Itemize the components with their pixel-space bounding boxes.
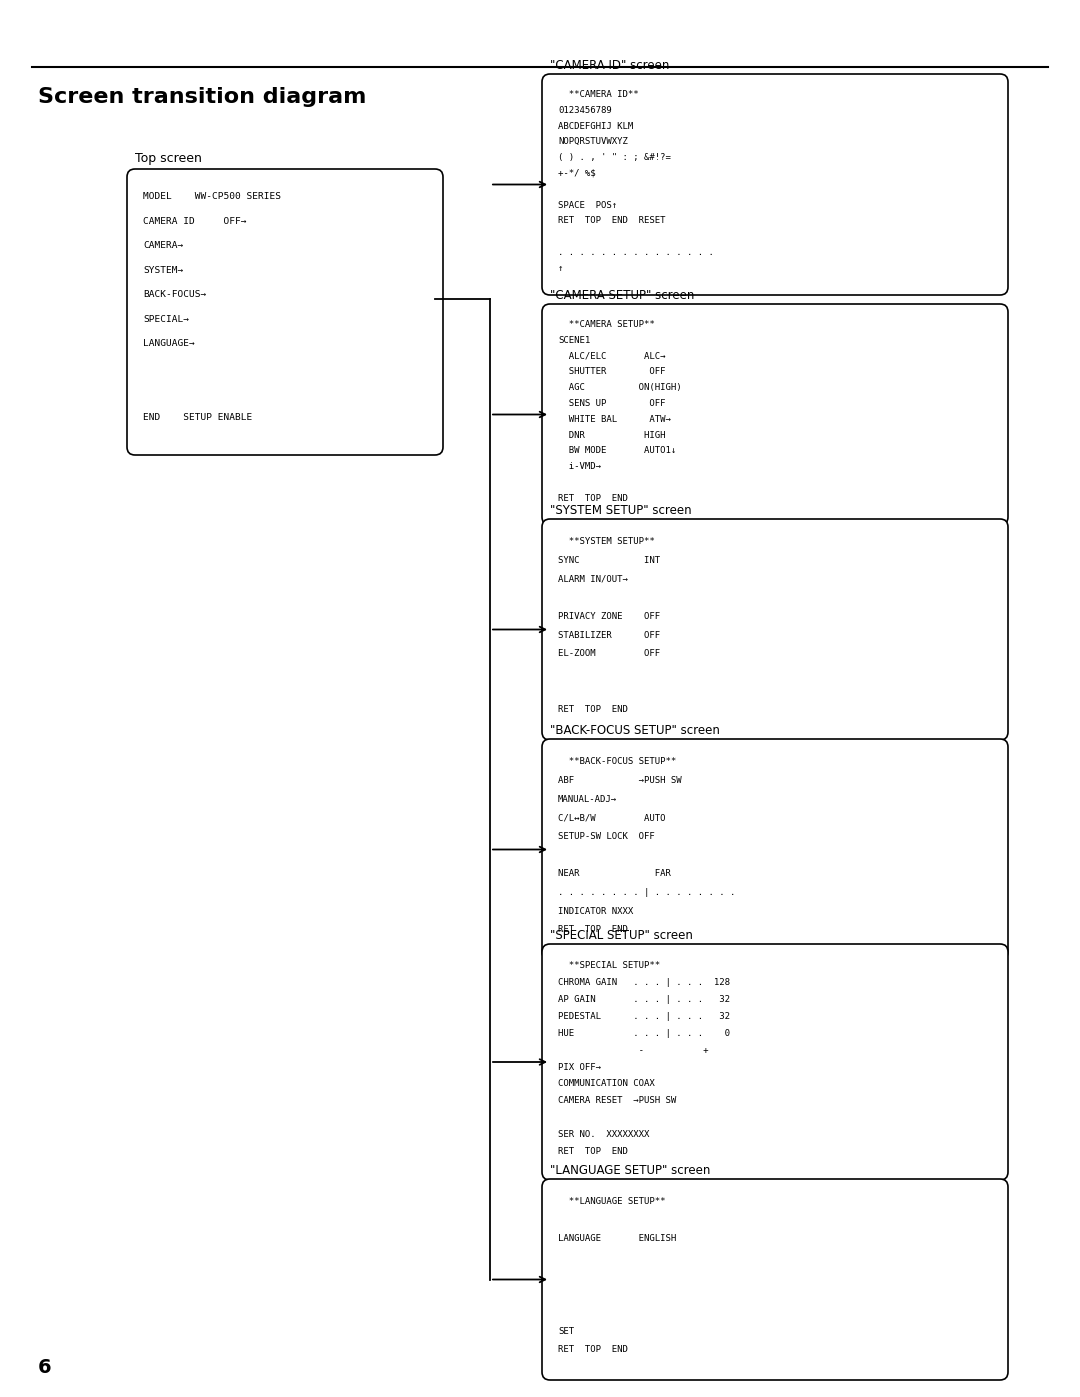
Text: PIX OFF→: PIX OFF→: [558, 1063, 600, 1071]
Text: **LANGUAGE SETUP**: **LANGUAGE SETUP**: [558, 1197, 665, 1206]
Text: EL-ZOOM         OFF: EL-ZOOM OFF: [558, 650, 660, 658]
Text: RET  TOP  END: RET TOP END: [558, 1147, 627, 1157]
Text: AP GAIN       . . . | . . .   32: AP GAIN . . . | . . . 32: [558, 995, 730, 1004]
Text: 6: 6: [38, 1358, 52, 1377]
Text: C/L↔B/W         AUTO: C/L↔B/W AUTO: [558, 813, 665, 823]
Text: PRIVACY ZONE    OFF: PRIVACY ZONE OFF: [558, 612, 660, 620]
Text: SHUTTER        OFF: SHUTTER OFF: [558, 367, 665, 376]
Text: "CAMERA ID" screen: "CAMERA ID" screen: [550, 59, 670, 73]
Text: RET  TOP  END: RET TOP END: [558, 493, 627, 503]
Text: END    SETUP ENABLE: END SETUP ENABLE: [143, 414, 253, 422]
Text: SER NO.  XXXXXXXX: SER NO. XXXXXXXX: [558, 1130, 649, 1140]
Text: Screen transition diagram: Screen transition diagram: [38, 87, 366, 108]
Text: BACK-FOCUS→: BACK-FOCUS→: [143, 291, 206, 299]
Text: "SYSTEM SETUP" screen: "SYSTEM SETUP" screen: [550, 504, 691, 517]
FancyBboxPatch shape: [542, 74, 1008, 295]
Text: SYSTEM→: SYSTEM→: [143, 265, 184, 275]
Text: CHROMA GAIN   . . . | . . .  128: CHROMA GAIN . . . | . . . 128: [558, 978, 730, 986]
Text: 0123456789: 0123456789: [558, 106, 611, 115]
Text: . . . . . . . . . . . . . . .: . . . . . . . . . . . . . . .: [558, 247, 714, 257]
FancyBboxPatch shape: [542, 305, 1008, 525]
Text: ABCDEFGHIJ KLM: ABCDEFGHIJ KLM: [558, 122, 633, 131]
Text: RET  TOP  END  RESET: RET TOP END RESET: [558, 217, 665, 225]
Text: -           +: - +: [558, 1045, 708, 1055]
Text: "BACK-FOCUS SETUP" screen: "BACK-FOCUS SETUP" screen: [550, 724, 720, 738]
Text: "CAMERA SETUP" screen: "CAMERA SETUP" screen: [550, 289, 694, 302]
Text: INDICATOR NXXX: INDICATOR NXXX: [558, 907, 633, 915]
Text: WHITE BAL      ATW→: WHITE BAL ATW→: [558, 415, 671, 423]
Text: Top screen: Top screen: [135, 152, 202, 165]
Text: SENS UP        OFF: SENS UP OFF: [558, 400, 665, 408]
Text: SPECIAL→: SPECIAL→: [143, 314, 189, 324]
Text: **SYSTEM SETUP**: **SYSTEM SETUP**: [558, 538, 654, 546]
Text: CAMERA ID     OFF→: CAMERA ID OFF→: [143, 217, 246, 226]
Text: **SPECIAL SETUP**: **SPECIAL SETUP**: [558, 961, 660, 970]
Text: ALARM IN/OUT→: ALARM IN/OUT→: [558, 574, 627, 584]
Text: AGC          ON(HIGH): AGC ON(HIGH): [558, 383, 681, 393]
FancyBboxPatch shape: [542, 1179, 1008, 1380]
Text: SETUP-SW LOCK  OFF: SETUP-SW LOCK OFF: [558, 833, 654, 841]
FancyBboxPatch shape: [542, 520, 1008, 740]
Text: DNR           HIGH: DNR HIGH: [558, 430, 665, 440]
FancyBboxPatch shape: [127, 169, 443, 455]
Text: NOPQRSTUVWXYZ: NOPQRSTUVWXYZ: [558, 137, 627, 147]
Text: ABF            →PUSH SW: ABF →PUSH SW: [558, 777, 681, 785]
Text: CAMERA RESET  →PUSH SW: CAMERA RESET →PUSH SW: [558, 1097, 676, 1105]
Text: ( ) . , ' " : ; &#!?=: ( ) . , ' " : ; &#!?=: [558, 154, 671, 162]
Text: +-*/ %$: +-*/ %$: [558, 169, 596, 177]
Text: i-VMD→: i-VMD→: [558, 462, 600, 471]
Text: NEAR              FAR: NEAR FAR: [558, 869, 671, 879]
Text: RET  TOP  END: RET TOP END: [558, 705, 627, 714]
Text: RET  TOP  END: RET TOP END: [558, 1345, 627, 1354]
Text: ↑: ↑: [558, 264, 564, 272]
Text: SET: SET: [558, 1327, 575, 1336]
Text: MANUAL-ADJ→: MANUAL-ADJ→: [558, 795, 617, 803]
FancyBboxPatch shape: [542, 739, 1008, 960]
Text: STABILIZER      OFF: STABILIZER OFF: [558, 630, 660, 640]
Text: **CAMERA ID**: **CAMERA ID**: [558, 91, 638, 99]
Text: MODEL    WW-CP500 SERIES: MODEL WW-CP500 SERIES: [143, 193, 281, 201]
Text: SYNC            INT: SYNC INT: [558, 556, 660, 564]
Text: SCENE1: SCENE1: [558, 335, 591, 345]
Text: HUE           . . . | . . .    0: HUE . . . | . . . 0: [558, 1028, 730, 1038]
Text: LANGUAGE       ENGLISH: LANGUAGE ENGLISH: [558, 1235, 676, 1243]
Text: "LANGUAGE SETUP" screen: "LANGUAGE SETUP" screen: [550, 1164, 711, 1178]
Text: . . . . . . . . | . . . . . . . .: . . . . . . . . | . . . . . . . .: [558, 888, 735, 897]
Text: RET  TOP  END: RET TOP END: [558, 925, 627, 935]
FancyBboxPatch shape: [542, 944, 1008, 1180]
Text: ALC/ELC       ALC→: ALC/ELC ALC→: [558, 352, 665, 360]
Text: **BACK-FOCUS SETUP**: **BACK-FOCUS SETUP**: [558, 757, 676, 767]
Text: COMMUNICATION COAX: COMMUNICATION COAX: [558, 1080, 654, 1088]
Text: BW MODE       AUTO1↓: BW MODE AUTO1↓: [558, 446, 676, 455]
Text: "SPECIAL SETUP" screen: "SPECIAL SETUP" screen: [550, 929, 693, 942]
Text: CAMERA→: CAMERA→: [143, 242, 184, 250]
Text: SPACE  POS↑: SPACE POS↑: [558, 201, 617, 210]
Text: PEDESTAL      . . . | . . .   32: PEDESTAL . . . | . . . 32: [558, 1011, 730, 1021]
Text: **CAMERA SETUP**: **CAMERA SETUP**: [558, 320, 654, 330]
Text: LANGUAGE→: LANGUAGE→: [143, 339, 194, 348]
